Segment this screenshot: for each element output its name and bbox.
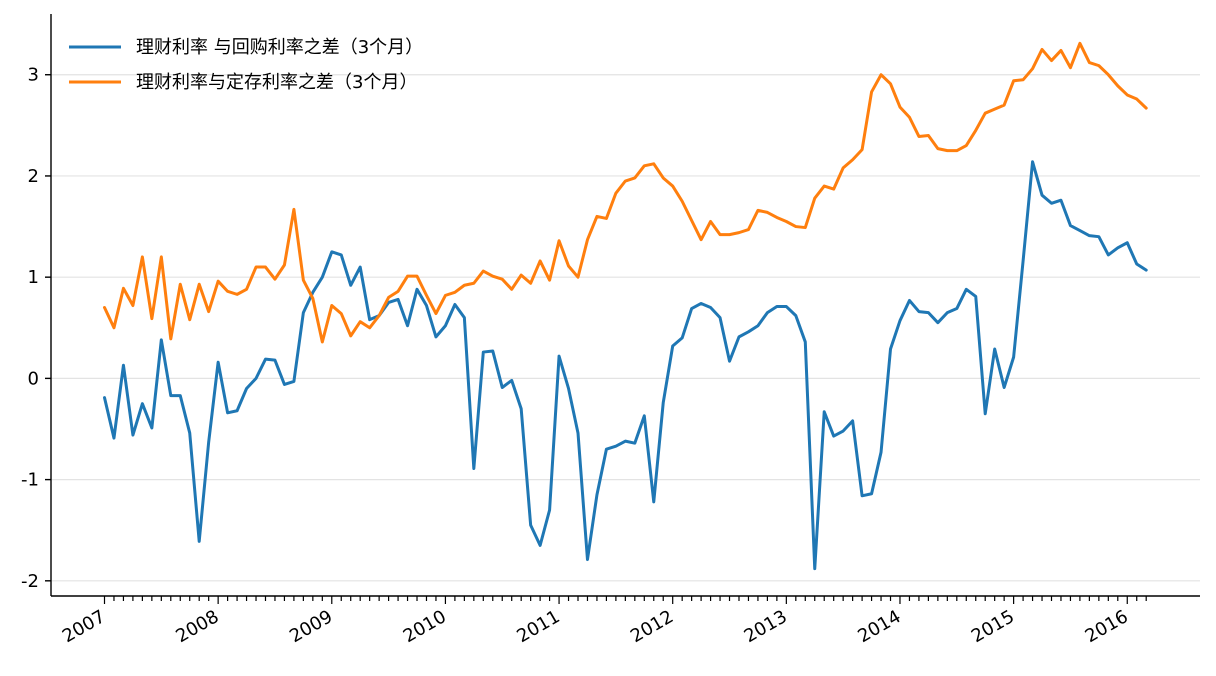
legend: 理财利率 与回购利率之差（3个月） 理财利率与定存利率之差（3个月） (69, 37, 423, 93)
y-tick-label: 1 (28, 267, 39, 288)
x-tick-label: 2015 (968, 606, 1018, 647)
x-tick-label: 2007 (59, 606, 109, 647)
x-tick-label: 2012 (627, 606, 677, 647)
y-tick-label: -2 (21, 571, 39, 592)
x-tick-label: 2010 (400, 606, 450, 647)
y-tick-label: -1 (21, 470, 39, 491)
y-tick-label: 2 (28, 166, 39, 187)
x-tick-label: 2014 (854, 606, 904, 647)
series-lines (103, 41, 1148, 571)
axes: -2 -1 0 1 2 3 2007 2008 2009 2010 2011 2012 2013 2014… (21, 14, 1200, 647)
series-line-2 (103, 41, 1148, 344)
x-tick-label: 2011 (513, 606, 563, 647)
x-tick-label: 2009 (286, 606, 336, 647)
series-line-1 (103, 160, 1148, 571)
legend-label-2: 理财利率与定存利率之差（3个月） (136, 72, 417, 93)
x-tick-label: 2013 (741, 606, 791, 647)
x-tick-label: 2016 (1082, 606, 1132, 647)
grid-lines (51, 74, 1200, 582)
legend-label-1: 理财利率 与回购利率之差（3个月） (136, 37, 423, 58)
y-tick-label: 0 (28, 368, 39, 389)
y-tick-label: 3 (28, 65, 39, 86)
x-tick-label: 2008 (172, 606, 222, 647)
